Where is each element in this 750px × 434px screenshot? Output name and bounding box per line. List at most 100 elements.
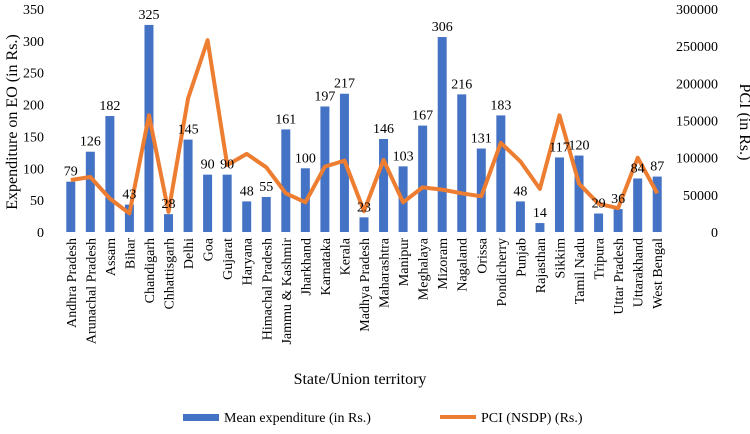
y-axis-right-title: PCI (in Rs.) <box>736 84 750 161</box>
bar <box>144 24 154 232</box>
x-category-label: Tamil Nadu <box>573 238 588 304</box>
x-category-label: Jammu & Kashmir <box>280 238 295 345</box>
bar <box>437 37 447 232</box>
bar <box>222 174 232 232</box>
bar <box>515 201 525 232</box>
bar <box>476 148 486 232</box>
bar <box>496 115 506 232</box>
bar-data-label: 161 <box>275 112 296 127</box>
bar-data-label: 182 <box>99 99 120 114</box>
bar-data-label: 117 <box>549 140 569 155</box>
bar <box>379 138 389 232</box>
bar-data-label: 120 <box>569 139 590 154</box>
bar <box>203 174 213 232</box>
x-category-label: Uttar Pradesh <box>612 238 627 315</box>
y-right-tick-label: 250000 <box>676 40 718 55</box>
bar-data-label: 23 <box>357 200 371 215</box>
x-category-label: Meghalaya <box>417 237 432 300</box>
bar-data-label: 100 <box>295 151 316 166</box>
bar <box>594 213 604 232</box>
right-axis-ticks: 0 50000 100000 150000 200000 250000 300000 <box>676 3 718 241</box>
y-axis-left-title: Expenditure on EO (in Rs.) <box>4 34 21 210</box>
x-category-label: Kerala <box>339 237 354 275</box>
bar <box>613 209 623 232</box>
y-right-tick-label: 150000 <box>676 115 718 130</box>
bar <box>535 223 545 232</box>
bar <box>359 217 369 232</box>
y-left-tick-label: 100 <box>23 162 44 177</box>
x-category-label: Uttarakhand <box>632 238 647 307</box>
y-right-tick-label: 300000 <box>676 3 718 18</box>
x-category-label: Assam <box>104 238 119 276</box>
x-category-label: Arunachal Pradesh <box>84 238 99 344</box>
bar <box>281 129 291 232</box>
bar-data-label: 79 <box>64 165 78 180</box>
x-category-label: Bihar <box>123 238 138 269</box>
left-axis-ticks: 0 50 100 150 200 250 300 350 <box>23 3 44 241</box>
bar-data-label: 90 <box>201 158 215 173</box>
bar <box>457 94 467 233</box>
bar-data-label: 28 <box>162 197 176 212</box>
x-category-label: Madhya Pradesh <box>358 238 373 332</box>
bar-data-label: 216 <box>451 77 472 92</box>
bar-data-label: 43 <box>122 188 136 203</box>
bar <box>652 176 662 232</box>
legend-bar-label: Mean expenditure (in Rs.) <box>224 411 371 426</box>
category-labels: Andhra Pradesh Arunachal Pradesh Assam Biha… <box>65 237 666 344</box>
y-left-tick-label: 350 <box>23 3 44 18</box>
y-left-tick-label: 250 <box>23 67 44 82</box>
y-left-tick-label: 200 <box>23 99 44 114</box>
x-category-label: Maharashtra <box>378 237 393 308</box>
bar-data-label: 145 <box>178 123 199 138</box>
x-category-label: Delhi <box>182 238 197 269</box>
bar-data-label: 217 <box>334 77 355 92</box>
x-category-label: Tripura <box>593 237 608 279</box>
bar <box>633 178 643 232</box>
bar-data-label: 306 <box>432 20 453 35</box>
bar-data-label: 126 <box>80 135 101 150</box>
x-category-label: Manipur <box>397 238 412 287</box>
bar-data-label: 103 <box>393 149 414 164</box>
bar <box>242 201 252 232</box>
x-category-label: Chhattisgarh <box>163 238 178 310</box>
x-category-label: Goa <box>202 237 217 261</box>
bar-data-label: 183 <box>490 98 511 113</box>
y-right-tick-label: 200000 <box>676 77 718 92</box>
x-category-label: Mizoram <box>436 238 451 289</box>
y-left-tick-label: 150 <box>23 130 44 145</box>
bar-data-label: 84 <box>631 161 645 176</box>
bar-data-label: 48 <box>240 184 254 199</box>
bar-data-label: 167 <box>412 109 433 124</box>
legend-line-label: PCI (NSDP) (Rs.) <box>481 411 583 426</box>
x-category-label: Haryana <box>241 237 256 285</box>
x-category-label: Himachal Pradesh <box>260 238 275 340</box>
bar-data-label: 14 <box>533 206 547 221</box>
bar-data-label: 29 <box>592 197 606 212</box>
bar-data-label: 325 <box>138 8 159 23</box>
bar-data-label: 146 <box>373 122 394 137</box>
y-right-tick-label: 0 <box>711 226 718 241</box>
x-category-label: Chandigarh <box>143 238 158 303</box>
x-category-label: Pondicherry <box>495 238 510 306</box>
y-left-tick-label: 0 <box>37 226 44 241</box>
bar <box>85 151 95 232</box>
y-left-tick-label: 300 <box>23 35 44 50</box>
bar <box>418 125 428 232</box>
pci-line <box>70 38 659 216</box>
y-right-tick-label: 50000 <box>683 189 718 204</box>
x-category-label: Andhra Pradesh <box>65 238 80 328</box>
bar-data-label: 48 <box>513 184 527 199</box>
bar-data-label: 131 <box>471 132 492 147</box>
y-left-tick-label: 50 <box>30 194 44 209</box>
line-series <box>70 38 659 216</box>
y-right-tick-label: 100000 <box>676 152 718 167</box>
x-axis-title: State/Union territory <box>294 371 427 388</box>
x-category-label: Sikkim <box>554 238 569 279</box>
legend: Mean expenditure (in Rs.) PCI (NSDP) (Rs… <box>183 411 583 426</box>
legend-bar-swatch <box>183 414 219 421</box>
bar <box>554 157 564 232</box>
x-category-label: Karnataka <box>319 237 334 295</box>
bar-data-label: 90 <box>220 158 234 173</box>
